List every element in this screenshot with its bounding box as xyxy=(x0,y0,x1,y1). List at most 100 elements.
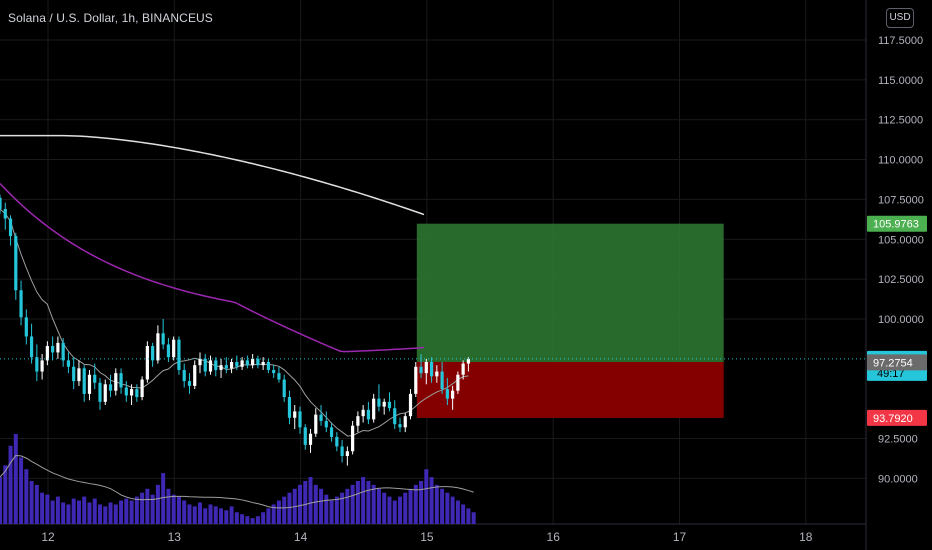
candle-body[interactable] xyxy=(340,446,344,457)
candle-body[interactable] xyxy=(256,358,260,366)
candle-body[interactable] xyxy=(303,427,307,445)
candle-body[interactable] xyxy=(29,336,34,358)
candle-body[interactable] xyxy=(229,361,234,369)
candle-body[interactable] xyxy=(440,371,444,390)
candle-body[interactable] xyxy=(424,361,428,374)
candle-body[interactable] xyxy=(235,361,239,367)
candle-body[interactable] xyxy=(114,373,118,391)
candle-body[interactable] xyxy=(335,436,339,447)
candle-body[interactable] xyxy=(214,360,218,370)
candle-body[interactable] xyxy=(277,373,281,380)
candle-body[interactable] xyxy=(161,333,165,345)
candle-body[interactable] xyxy=(366,409,371,420)
candle-body[interactable] xyxy=(108,384,113,391)
candle-body[interactable] xyxy=(429,361,434,377)
candle-body[interactable] xyxy=(282,379,286,398)
candle-body[interactable] xyxy=(356,416,360,426)
candle-body[interactable] xyxy=(3,208,7,219)
candle-body[interactable] xyxy=(66,360,71,367)
candle-body[interactable] xyxy=(124,387,128,396)
candle-body[interactable] xyxy=(398,424,402,428)
candle-body[interactable] xyxy=(419,366,423,374)
candle-body[interactable] xyxy=(145,346,149,380)
candle-body[interactable] xyxy=(156,333,160,361)
candle-body[interactable] xyxy=(266,361,271,370)
candle-body[interactable] xyxy=(245,360,249,366)
candle-body[interactable] xyxy=(8,218,13,237)
candle-body[interactable] xyxy=(298,411,302,428)
candle-body[interactable] xyxy=(35,357,39,372)
candle-body[interactable] xyxy=(445,389,449,399)
candle-body[interactable] xyxy=(40,360,44,372)
candle-body[interactable] xyxy=(329,427,334,437)
candle-body[interactable] xyxy=(372,398,376,420)
candle-body[interactable] xyxy=(403,416,407,428)
candle-body[interactable] xyxy=(19,290,23,318)
candle-body[interactable] xyxy=(193,365,197,386)
candle-body[interactable] xyxy=(456,374,460,391)
candle-body[interactable] xyxy=(208,360,213,372)
candle-body[interactable] xyxy=(14,236,18,291)
candle-body[interactable] xyxy=(261,361,265,366)
candle-body[interactable] xyxy=(203,358,207,372)
candle-body[interactable] xyxy=(98,382,102,402)
candle-body[interactable] xyxy=(187,381,192,386)
time-axis-tick-label: 15 xyxy=(420,530,434,544)
candle-body[interactable] xyxy=(293,411,297,418)
candle-body[interactable] xyxy=(61,342,65,361)
candle-body[interactable] xyxy=(24,317,28,337)
candle-body[interactable] xyxy=(272,369,276,374)
symbol-title[interactable]: Solana / U.S. Dollar, 1h, BINANCEUS xyxy=(8,11,213,25)
candle-body[interactable] xyxy=(87,374,92,394)
candle-body[interactable] xyxy=(129,389,134,396)
candle-body[interactable] xyxy=(182,369,186,382)
candle-body[interactable] xyxy=(151,346,155,361)
candle-body[interactable] xyxy=(461,363,465,375)
candle-body[interactable] xyxy=(466,358,471,364)
candle-body[interactable] xyxy=(240,360,244,367)
candle-body[interactable] xyxy=(435,371,439,377)
candle-body[interactable] xyxy=(414,366,418,394)
candle-body[interactable] xyxy=(345,451,349,457)
candle-body[interactable] xyxy=(451,390,455,399)
candle-body[interactable] xyxy=(45,346,49,361)
entry-price-tag-box[interactable] xyxy=(867,354,927,371)
candle-body[interactable] xyxy=(77,368,81,382)
candle-body[interactable] xyxy=(393,408,397,425)
candle-body[interactable] xyxy=(119,373,123,388)
candle-body[interactable] xyxy=(387,401,392,409)
target-price-tag-box[interactable] xyxy=(867,215,927,232)
candle-body[interactable] xyxy=(135,389,139,398)
profit-target-zone[interactable] xyxy=(416,223,724,362)
candle-body[interactable] xyxy=(166,344,171,358)
candle-body[interactable] xyxy=(408,393,413,417)
candle-body[interactable] xyxy=(93,374,97,383)
candle-body[interactable] xyxy=(382,401,386,407)
candle-body[interactable] xyxy=(287,397,292,418)
candle-body[interactable] xyxy=(56,342,60,353)
volume-bar xyxy=(87,502,92,524)
candle-body[interactable] xyxy=(314,414,318,434)
candle-body[interactable] xyxy=(377,398,381,407)
candle-body[interactable] xyxy=(82,368,86,394)
candle-body[interactable] xyxy=(140,379,144,398)
candle-body[interactable] xyxy=(0,197,2,209)
time-axis-tick-label: 17 xyxy=(673,530,687,544)
candle-body[interactable] xyxy=(103,384,107,402)
candle-body[interactable] xyxy=(308,433,313,445)
candle-body[interactable] xyxy=(319,414,323,421)
candle-body[interactable] xyxy=(324,420,328,428)
candle-body[interactable] xyxy=(51,346,55,353)
candle-body[interactable] xyxy=(198,358,202,366)
candle-body[interactable] xyxy=(361,409,365,417)
candle-body[interactable] xyxy=(72,366,76,382)
candle-body[interactable] xyxy=(172,339,176,358)
candle-body[interactable] xyxy=(219,365,223,370)
candle-body[interactable] xyxy=(251,358,255,366)
stop-price-tag-box[interactable] xyxy=(867,409,927,426)
candle-body[interactable] xyxy=(351,425,355,452)
candle-body[interactable] xyxy=(224,365,228,369)
candle-body[interactable] xyxy=(177,339,181,370)
currency-button[interactable]: USD xyxy=(886,8,914,28)
